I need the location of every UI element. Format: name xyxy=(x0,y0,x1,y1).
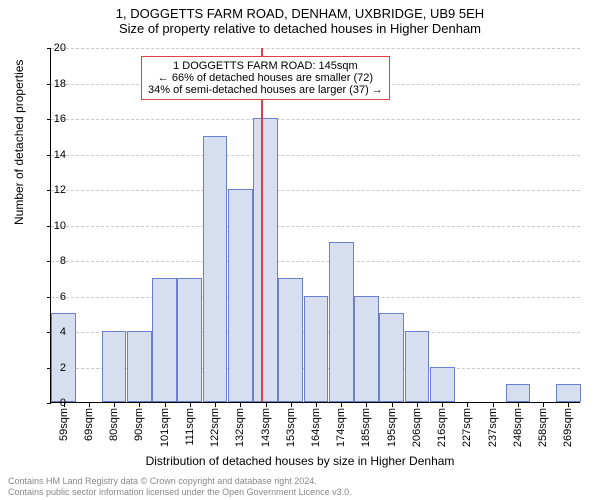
x-tick-label: 80sqm xyxy=(108,408,120,441)
x-tick-label: 248sqm xyxy=(512,408,524,447)
figure-container: 1, DOGGETTS FARM ROAD, DENHAM, UXBRIDGE,… xyxy=(0,0,600,500)
x-tick-label: 216sqm xyxy=(436,408,448,447)
x-tick-mark xyxy=(366,403,367,407)
bar xyxy=(228,189,253,402)
bar xyxy=(102,331,127,402)
x-tick-label: 206sqm xyxy=(411,408,423,447)
x-tick-label: 185sqm xyxy=(360,408,372,447)
annotation-box: 1 DOGGETTS FARM ROAD: 145sqm← 66% of det… xyxy=(141,56,390,100)
title-line-1: 1, DOGGETTS FARM ROAD, DENHAM, UXBRIDGE,… xyxy=(0,6,600,21)
x-tick-mark xyxy=(341,403,342,407)
x-tick-mark xyxy=(417,403,418,407)
bar xyxy=(152,278,177,402)
y-tick-label: 2 xyxy=(26,362,66,374)
grid-line xyxy=(51,261,580,262)
bar xyxy=(253,118,278,402)
x-tick-label: 143sqm xyxy=(260,408,272,447)
title-block: 1, DOGGETTS FARM ROAD, DENHAM, UXBRIDGE,… xyxy=(0,0,600,36)
plot-wrap: 59sqm69sqm80sqm90sqm101sqm111sqm122sqm13… xyxy=(50,48,580,403)
x-tick-mark xyxy=(467,403,468,407)
bar xyxy=(556,384,581,402)
y-tick-label: 10 xyxy=(26,220,66,232)
x-tick-mark xyxy=(165,403,166,407)
x-tick-mark xyxy=(442,403,443,407)
x-tick-label: 132sqm xyxy=(234,408,246,447)
reference-line xyxy=(261,48,263,402)
bar xyxy=(506,384,531,402)
plot-area: 59sqm69sqm80sqm90sqm101sqm111sqm122sqm13… xyxy=(50,48,580,403)
annotation-line: ← 66% of detached houses are smaller (72… xyxy=(148,72,383,84)
x-tick-mark xyxy=(568,403,569,407)
x-tick-label: 153sqm xyxy=(285,408,297,447)
title-line-2: Size of property relative to detached ho… xyxy=(0,21,600,36)
y-tick-label: 6 xyxy=(26,291,66,303)
x-tick-mark xyxy=(316,403,317,407)
x-tick-label: 258sqm xyxy=(537,408,549,447)
y-tick-label: 12 xyxy=(26,184,66,196)
x-tick-mark xyxy=(291,403,292,407)
bar xyxy=(405,331,430,402)
x-tick-label: 101sqm xyxy=(159,408,171,447)
y-tick-label: 20 xyxy=(26,42,66,54)
grid-line xyxy=(51,190,580,191)
bar xyxy=(430,367,455,403)
x-tick-mark xyxy=(114,403,115,407)
x-tick-mark xyxy=(240,403,241,407)
grid-line xyxy=(51,155,580,156)
footer-attribution: Contains HM Land Registry data © Crown c… xyxy=(8,476,352,498)
bar xyxy=(379,313,404,402)
x-tick-label: 122sqm xyxy=(209,408,221,447)
x-tick-label: 90sqm xyxy=(133,408,145,441)
x-tick-label: 164sqm xyxy=(310,408,322,447)
x-tick-mark xyxy=(493,403,494,407)
x-tick-label: 237sqm xyxy=(487,408,499,447)
y-axis-label: Number of detached properties xyxy=(12,60,26,225)
x-tick-mark xyxy=(543,403,544,407)
x-tick-mark xyxy=(392,403,393,407)
x-tick-mark xyxy=(518,403,519,407)
bar xyxy=(127,331,152,402)
bar xyxy=(354,296,379,403)
bar xyxy=(278,278,303,402)
x-tick-label: 111sqm xyxy=(184,408,196,446)
x-tick-mark xyxy=(89,403,90,407)
annotation-line: 1 DOGGETTS FARM ROAD: 145sqm xyxy=(148,60,383,72)
y-tick-label: 4 xyxy=(26,326,66,338)
annotation-line: 34% of semi-detached houses are larger (… xyxy=(148,84,383,96)
x-tick-label: 59sqm xyxy=(58,408,70,441)
grid-line xyxy=(51,226,580,227)
bar xyxy=(177,278,202,402)
grid-line xyxy=(51,48,580,49)
grid-line xyxy=(51,119,580,120)
y-tick-label: 0 xyxy=(26,397,66,409)
x-tick-label: 195sqm xyxy=(386,408,398,447)
x-tick-label: 174sqm xyxy=(335,408,347,447)
x-tick-label: 269sqm xyxy=(562,408,574,447)
footer-line-1: Contains HM Land Registry data © Crown c… xyxy=(8,476,352,487)
y-tick-label: 18 xyxy=(26,78,66,90)
bar xyxy=(304,296,329,403)
x-tick-mark xyxy=(215,403,216,407)
x-tick-mark xyxy=(139,403,140,407)
x-tick-mark xyxy=(190,403,191,407)
bar xyxy=(203,136,228,402)
x-tick-label: 69sqm xyxy=(83,408,95,441)
y-tick-label: 16 xyxy=(26,113,66,125)
footer-line-2: Contains public sector information licen… xyxy=(8,487,352,498)
bar xyxy=(329,242,354,402)
x-tick-mark xyxy=(266,403,267,407)
y-tick-label: 14 xyxy=(26,149,66,161)
y-tick-label: 8 xyxy=(26,255,66,267)
x-axis-label: Distribution of detached houses by size … xyxy=(0,454,600,468)
x-tick-label: 227sqm xyxy=(461,408,473,447)
